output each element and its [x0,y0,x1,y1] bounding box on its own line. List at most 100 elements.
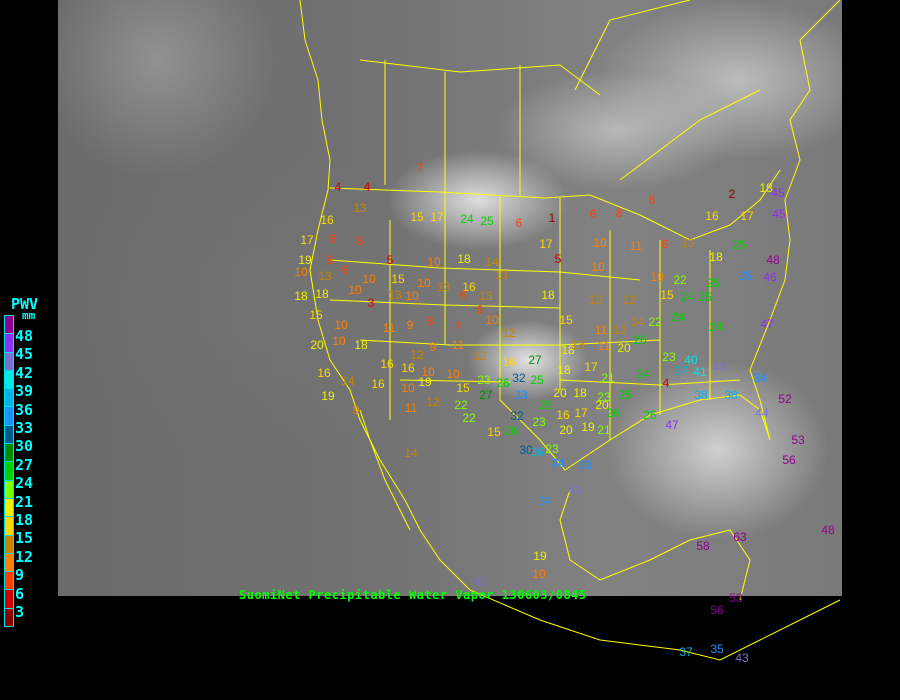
station-pwv-value: 6 [460,288,467,302]
station-pwv-value: 45 [772,207,786,221]
legend-tick: 15 [15,529,34,548]
station-pwv-value: 23 [662,350,676,364]
legend-tick: 33 [15,419,34,437]
station-pwv-value: 11 [630,239,643,253]
station-pwv-value: 56 [782,453,796,467]
station-pwv-value: 16 [371,377,385,391]
station-pwv-value: 10 [294,265,308,279]
legend-swatch [4,534,14,554]
mexico-coast [559,489,751,601]
station-pwv-value: 34 [753,371,767,385]
station-pwv-value: 4 [335,180,342,194]
station-pwv-value: 18 [561,343,575,357]
station-pwv-value: 10 [332,334,346,348]
station-pwv-value: 22 [454,398,468,412]
station-pwv-value: 11 [595,323,608,337]
station-pwv-value: 16 [380,357,394,371]
station-pwv-value: 13 [571,338,585,352]
station-pwv-value: 30 [519,443,533,457]
station-pwv-value: 12 [622,293,636,307]
west-coastline [299,0,841,661]
station-pwv-value: 52 [778,392,792,406]
station-pwv-value: 32 [512,371,526,385]
station-pwv-value: 14 [485,255,499,269]
station-pwv-value: 27 [479,388,493,402]
legend-swatch [4,406,14,426]
legend-swatch [4,607,14,628]
station-pwv-value: 26 [643,408,657,422]
station-pwv-value: 56 [710,603,724,617]
station-pwv-value: 12 [589,293,603,307]
station-pwv-value: 15 [559,313,573,327]
station-pwv-value: 23 [477,373,491,387]
station-pwv-value: 42 [473,574,487,588]
title-text: SuomiNet Precipitable Water Vapor [239,588,494,602]
station-pwv-value: 16 [705,209,719,223]
station-pwv-value: 16 [502,355,516,369]
station-pwv-value: 9 [407,318,414,332]
station-pwv-value: 37 [679,645,693,659]
station-pwv-value: 6 [330,232,337,246]
station-pwv-value: 20 [595,398,609,412]
station-pwv-value: 16 [556,408,570,422]
station-pwv-value: 19 [418,375,432,389]
station-pwv-value: 14 [630,315,644,329]
canada-border [329,169,781,241]
station-pwv-value: 25 [618,388,632,402]
legend-swatch [4,443,14,463]
station-pwv-value: 21 [597,423,611,437]
station-pwv-value: 17 [539,237,553,251]
gulf-coast [499,0,841,471]
station-pwv-value: 22 [648,315,662,329]
legend-swatch [4,351,14,371]
station-pwv-value: 38 [694,388,708,402]
station-pwv-value: 12 [426,395,440,409]
station-pwv-value: 23 [545,442,559,456]
station-pwv-value: 10 [650,270,664,284]
station-pwv-value: 18 [541,288,555,302]
legend-swatch [4,552,14,573]
station-pwv-value: 17 [584,360,598,374]
station-pwv-value: 16 [320,213,334,227]
legend-tick: 45 [15,345,34,364]
station-pwv-value: 6 [342,263,349,277]
station-pwv-value: 27 [528,353,542,367]
station-pwv-value: 15 [456,381,470,395]
station-pwv-value: 19 [533,549,547,563]
station-pwv-value: 13 [388,288,402,302]
station-pwv-value: 33 [578,458,592,472]
station-pwv-value: 11 [452,338,465,352]
timestamp: 130603/0845 [501,588,587,602]
station-pwv-value: 26 [606,406,620,420]
legend-tick: 30 [15,437,34,456]
station-pwv-value: 19 [298,253,312,267]
station-pwv-value: 5 [387,253,394,267]
station-pwv-value: 8 [427,314,434,328]
legend-tick: 24 [15,474,34,493]
station-pwv-value: 41 [693,365,707,379]
station-pwv-value: 16 [462,280,476,294]
station-pwv-value: 46 [763,270,777,284]
legend-swatch [4,589,14,609]
station-pwv-value: 17 [430,210,444,224]
station-pwv-value: 43 [735,651,749,665]
station-pwv-value: 6 [477,303,484,317]
station-pwv-value: 13 [353,201,367,215]
station-pwv-value: 10 [427,255,441,269]
station-pwv-value: 4 [663,376,670,390]
map-title: SuomiNet Precipitable Water Vapor 130603… [239,588,587,602]
station-pwv-value: 15 [410,210,424,224]
station-pwv-value: 18 [709,250,723,264]
legend-swatch [4,571,14,591]
legend-swatch [4,497,14,518]
station-pwv-value: 63 [733,530,747,544]
legend-tick: 48 [15,327,34,345]
station-pwv-value: 12 [613,323,627,337]
station-pwv-value: 35 [738,269,752,283]
station-pwv-value: 4 [364,180,371,194]
station-pwv-value: 53 [729,591,743,605]
station-pwv-value: 21 [601,371,615,385]
